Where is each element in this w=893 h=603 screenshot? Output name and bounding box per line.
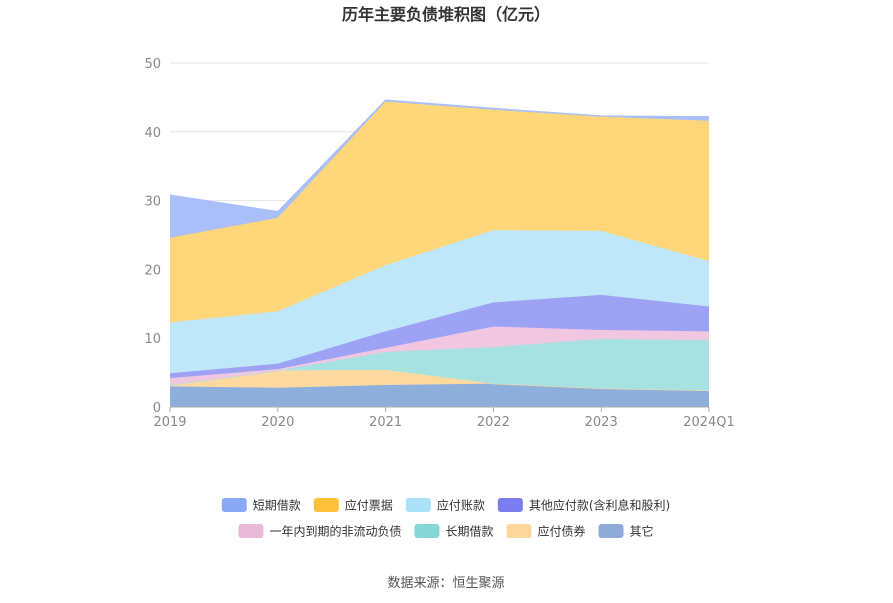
legend-swatch [238,524,264,538]
area-series-1[interactable] [170,369,709,391]
legend-label: 其它 [630,524,654,539]
legend-item[interactable]: 其他应付款(含利息和股利) [497,498,670,513]
legend[interactable]: 短期借款 应付票据 应付账款 其他应付款(含利息和股利) 一年内到期的非流动负债 长期借款… [221,498,670,539]
x-tick-label: 2023 [585,415,618,430]
y-tick-label: 0 [153,401,161,416]
legend-label: 长期借款 [445,525,493,539]
legend-label: 短期借款 [253,499,301,513]
legend-item[interactable]: 短期借款 [221,498,301,513]
x-tick-label: 2024Q1 [683,415,735,430]
legend-swatch [506,524,532,538]
legend-swatch [497,498,523,512]
legend-item[interactable]: 应付票据 [313,498,393,513]
legend-item[interactable]: 其它 [598,524,654,539]
legend-swatch [414,524,440,538]
x-tick-label: 2022 [477,415,510,430]
legend-swatch [405,498,431,512]
axes: 0 10 20 30 40 50 2019 2020 2021 2022 2023 2024Q1 [144,57,734,430]
area-series-0[interactable] [170,383,709,407]
area-series-2[interactable] [170,338,709,391]
area-series-6[interactable] [170,101,709,323]
area-series-line-7 [169,99,710,213]
source-text: 数据来源：恒生聚源 [387,576,504,591]
y-tick-label: 40 [144,126,161,141]
legend-label: 应付债券 [538,524,586,539]
legend-item[interactable]: 应付账款 [405,498,485,513]
legend-label: 一年内到期的非流动负债 [269,524,401,539]
x-tick-label: 2021 [369,415,402,430]
y-tick-label: 20 [144,263,161,278]
legend-item[interactable]: 长期借款 [414,524,494,539]
legend-item[interactable]: 应付债券 [506,524,586,539]
legend-swatch [313,498,339,512]
legend-item[interactable]: 一年内到期的非流动负债 [238,524,401,539]
chart-title: 历年主要负债堆积图（亿元） [342,5,550,24]
area-series-7[interactable] [170,100,709,238]
legend-label: 其他应付款(含利息和股利) [529,498,670,513]
area-series-layer [169,99,710,407]
y-tick-label: 10 [144,332,161,347]
area-series-5[interactable] [170,230,709,374]
y-tick-label: 50 [144,57,161,72]
area-series-3[interactable] [170,326,709,385]
y-tick-label: 30 [144,195,161,210]
legend-label: 应付账款 [437,498,485,513]
legend-swatch [598,524,624,538]
x-tick-label: 2019 [153,415,186,430]
legend-label: 应付票据 [345,498,393,513]
area-series-4[interactable] [170,294,709,379]
legend-swatch [221,498,247,512]
x-tick-label: 2020 [261,415,294,430]
